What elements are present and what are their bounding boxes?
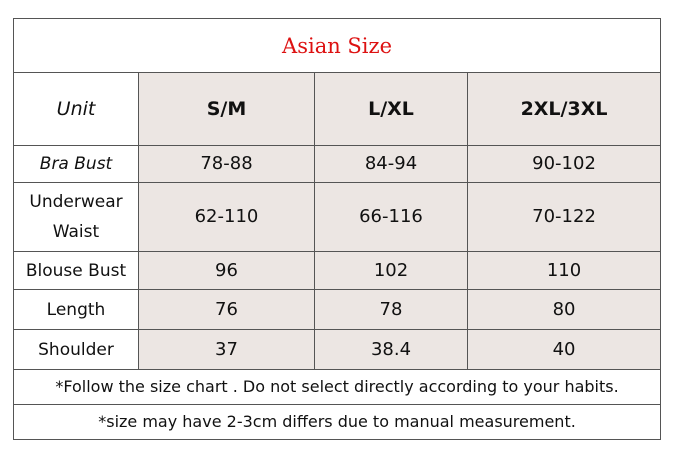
data-row: Bra Bust 78-88 84-94 90-102 bbox=[13, 145, 662, 183]
size-value: 90-102 bbox=[466, 145, 662, 183]
row-label: Shoulder bbox=[13, 329, 139, 370]
size-header: S/M bbox=[138, 72, 315, 146]
size-value: 76 bbox=[138, 289, 315, 330]
size-value: 62-110 bbox=[138, 182, 315, 252]
table-body: Asian Size Unit S/M L/XL 2XL/3XL Bra Bust 78-… bbox=[12, 18, 662, 440]
size-value: 38.4 bbox=[314, 329, 468, 370]
size-value: 40 bbox=[466, 329, 662, 370]
note: *size may have 2-3cm differs due to manu… bbox=[12, 404, 662, 440]
data-row: Length 76 78 80 bbox=[13, 289, 662, 330]
size-value: 66-116 bbox=[314, 182, 468, 252]
size-value: 84-94 bbox=[314, 145, 468, 183]
unit-header: Unit bbox=[13, 72, 139, 146]
size-value: 78 bbox=[314, 289, 468, 330]
header-row: Unit S/M L/XL 2XL/3XL bbox=[13, 72, 662, 146]
row-label: Blouse Bust bbox=[13, 251, 139, 290]
size-value: 80 bbox=[466, 289, 662, 330]
note-row: *Follow the size chart . Do not select d… bbox=[12, 369, 662, 405]
title-row: Asian Size bbox=[12, 18, 662, 73]
size-value: 110 bbox=[466, 251, 662, 290]
size-value: 70-122 bbox=[466, 182, 662, 252]
size-header: L/XL bbox=[314, 72, 468, 146]
row-label: Length bbox=[13, 289, 139, 330]
data-row: Shoulder 37 38.4 40 bbox=[13, 329, 662, 370]
row-label: Underwear Waist bbox=[13, 182, 139, 252]
size-value: 78-88 bbox=[138, 145, 315, 183]
size-table: Asian Size Unit S/M L/XL 2XL/3XL Bra Bust 78-… bbox=[12, 18, 662, 440]
data-row: Blouse Bust 96 102 110 bbox=[13, 251, 662, 290]
size-header: 2XL/3XL bbox=[466, 72, 662, 146]
row-label: Bra Bust bbox=[13, 145, 139, 183]
size-value: 102 bbox=[314, 251, 468, 290]
size-value: 37 bbox=[138, 329, 315, 370]
note: *Follow the size chart . Do not select d… bbox=[12, 369, 662, 405]
size-value: 96 bbox=[138, 251, 315, 290]
table-title: Asian Size bbox=[12, 18, 662, 73]
data-row: Underwear Waist 62-110 66-116 70-122 bbox=[13, 182, 662, 252]
note-row: *size may have 2-3cm differs due to manu… bbox=[12, 404, 662, 440]
